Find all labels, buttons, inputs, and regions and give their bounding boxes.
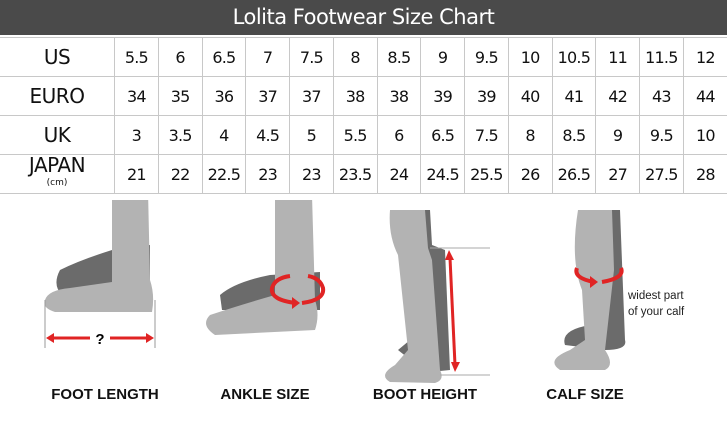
size-cell: 40 (507, 76, 553, 116)
calf-size-label: CALF SIZE (546, 386, 624, 403)
measurement-illustrations: ? (44, 200, 626, 383)
size-cell: 35 (157, 76, 203, 116)
size-cell: 5.5 (332, 115, 378, 155)
size-table: US 5.5 6 6.5 7 7.5 8 8.5 9 9.5 10 10.5 11 11.5 12 EURO 3… (0, 37, 727, 194)
row-label: JAPAN (28, 153, 86, 177)
size-cell: 4.5 (245, 115, 290, 155)
size-cell: 8.5 (551, 115, 597, 155)
size-cell: 21 (114, 154, 159, 194)
size-cell: 10 (507, 37, 553, 77)
size-cell: 23.5 (332, 154, 378, 194)
size-cell: 39 (420, 76, 465, 116)
size-cell: 41 (551, 76, 597, 116)
table-row: JAPAN (cm) 21 22 22.5 23 23 23.5 24 24.5 25.5 26 26.… (0, 153, 727, 194)
size-cell: 44 (682, 76, 727, 116)
size-cell: 42 (595, 76, 640, 116)
size-cell: 23 (289, 154, 334, 194)
chart-title: Lolita Footwear Size Chart (0, 0, 727, 35)
size-cell: 26 (507, 154, 553, 194)
size-cell: 7 (245, 37, 290, 77)
size-cell: 11.5 (639, 37, 684, 77)
size-cell: 38 (376, 76, 422, 116)
front-leg (44, 200, 154, 312)
size-cell: 8 (507, 115, 553, 155)
size-cell: 39 (464, 76, 509, 116)
calf-note-line-2: of your calf (628, 306, 685, 318)
size-cell: 22.5 (201, 154, 247, 194)
size-cell: 43 (639, 76, 684, 116)
table-row: UK 3 3.5 4 4.5 5 5.5 6 6.5 7.5 8 8.5 9 9.5 10 (0, 115, 727, 155)
size-cell: 7.5 (464, 115, 509, 155)
ankle-arrow-icon (269, 274, 326, 305)
size-cell: 28 (682, 154, 727, 194)
row-header: JAPAN (cm) (0, 153, 115, 194)
size-cell: 26.5 (551, 154, 597, 194)
table-row: EURO 34 35 36 37 37 38 38 39 39 40 41 42 43 44 (0, 76, 727, 116)
size-cell: 24 (376, 154, 422, 194)
size-cell: 6 (376, 115, 422, 155)
ankle-size-illustration (206, 200, 326, 335)
size-cell: 6 (157, 37, 203, 77)
size-cell: 3.5 (157, 115, 203, 155)
height-arrow-icon (448, 257, 457, 366)
size-cell: 9.5 (464, 37, 509, 77)
size-cell: 34 (114, 76, 159, 116)
size-cell: 36 (201, 76, 247, 116)
size-cell: 23 (245, 154, 290, 194)
size-cell: 37 (245, 76, 290, 116)
foot-length-label: FOOT LENGTH (51, 386, 159, 403)
size-cell: 4 (201, 115, 247, 155)
size-cell: 5.5 (114, 37, 159, 77)
size-cell: 9.5 (639, 115, 684, 155)
size-cell: 8 (332, 37, 378, 77)
row-label: US (43, 45, 71, 69)
size-cell: 9 (595, 115, 640, 155)
ankle-size-label: ANKLE SIZE (220, 386, 310, 403)
size-cell: 38 (332, 76, 378, 116)
size-cell: 27 (595, 154, 640, 194)
size-cell: 8.5 (376, 37, 422, 77)
row-header: UK (0, 115, 115, 155)
calf-size-illustration (554, 210, 626, 370)
size-cell: 3 (114, 115, 159, 155)
row-unit: (cm) (46, 178, 68, 188)
calf-note-line-1: widest part (628, 290, 684, 302)
size-cell: 37 (289, 76, 334, 116)
foot-length-illustration: ? (44, 200, 156, 348)
row-label: UK (43, 123, 71, 147)
size-cell: 9 (420, 37, 465, 77)
size-cell: 10 (682, 115, 727, 155)
row-label: EURO (29, 84, 85, 108)
calf-note: widest part of your calf (628, 288, 684, 320)
size-cell: 12 (682, 37, 727, 77)
boot-height-illustration (385, 210, 490, 383)
boot-height-label: BOOT HEIGHT (372, 386, 478, 403)
table-row: US 5.5 6 6.5 7 7.5 8 8.5 9 9.5 10 10.5 11 11.5 12 (0, 37, 727, 77)
foot-length-mark: ? (95, 331, 104, 348)
row-header: US (0, 37, 115, 77)
size-cell: 24.5 (420, 154, 465, 194)
size-cell: 6.5 (420, 115, 465, 155)
size-cell: 11 (595, 37, 640, 77)
size-cell: 7.5 (289, 37, 334, 77)
row-header: EURO (0, 76, 115, 116)
size-cell: 25.5 (464, 154, 509, 194)
size-cell: 5 (289, 115, 334, 155)
size-cell: 10.5 (551, 37, 597, 77)
size-cell: 6.5 (201, 37, 247, 77)
size-cell: 27.5 (639, 154, 684, 194)
size-cell: 22 (157, 154, 203, 194)
